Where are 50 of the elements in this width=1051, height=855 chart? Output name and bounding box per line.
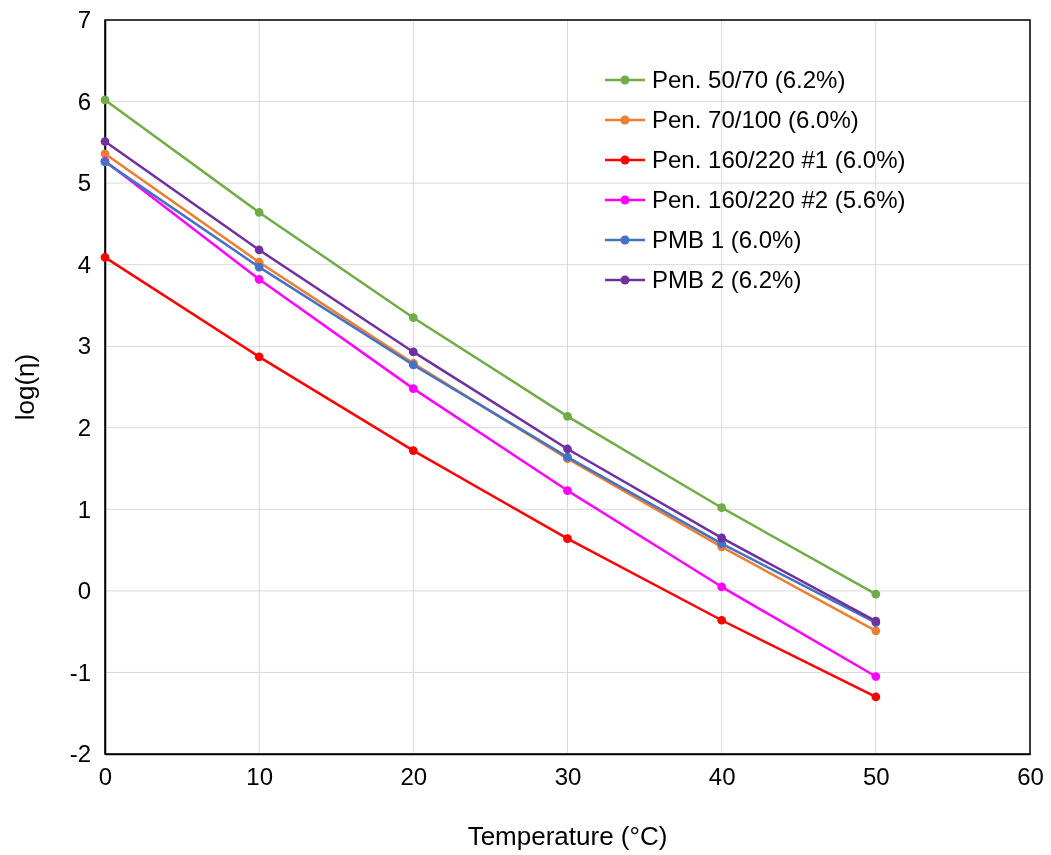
x-tick-label: 0 (98, 763, 113, 791)
point (563, 486, 572, 495)
point (100, 95, 110, 105)
legend-label: Pen. 160/220 #1 (6.0%) (652, 146, 906, 174)
point (254, 262, 264, 272)
y-tick-label: 6 (77, 87, 91, 115)
point (254, 274, 264, 284)
y-tick-label: 2 (77, 413, 91, 441)
legend-label: PMB 1 (6.0%) (652, 226, 802, 254)
y-tick-label: -2 (69, 740, 91, 768)
point (100, 252, 110, 262)
point (408, 313, 418, 323)
point (254, 352, 264, 362)
point (563, 534, 572, 544)
point (871, 672, 881, 681)
x-tick-label: 10 (246, 763, 274, 791)
x-tick-label: 40 (708, 763, 736, 791)
x-axis-title: Temperature (°C) (467, 821, 668, 851)
point (871, 692, 881, 702)
point (408, 347, 418, 357)
legend-label: PMB 2 (6.2%) (652, 266, 802, 294)
point (871, 589, 881, 599)
x-tick-label: 60 (1017, 763, 1044, 791)
y-axis-title: log(η) (10, 353, 40, 421)
legend-label: Pen. 160/220 #2 (5.6%) (652, 186, 906, 214)
point (717, 582, 727, 592)
point (717, 615, 727, 625)
x-tick-label: 30 (554, 763, 582, 791)
point (100, 149, 110, 159)
y-tick-label: 5 (77, 169, 91, 197)
point (563, 444, 572, 454)
x-tick-label: 50 (862, 763, 890, 791)
y-tick-label: 0 (77, 577, 91, 605)
point (408, 384, 418, 393)
point (717, 503, 727, 513)
point (871, 626, 881, 636)
point (563, 412, 572, 421)
point (717, 533, 727, 543)
y-tick-label: 1 (77, 495, 91, 523)
point (254, 245, 264, 255)
legend-label: Pen. 50/70 (6.2%) (652, 66, 846, 94)
point (254, 208, 264, 217)
y-tick-label: -1 (69, 658, 91, 686)
point (100, 137, 110, 146)
x-tick-label: 20 (400, 763, 428, 791)
legend-label: Pen. 70/100 (6.0%) (652, 106, 859, 134)
y-tick-label: 3 (77, 332, 91, 360)
y-tick-label: 4 (77, 250, 91, 278)
point (408, 446, 418, 455)
y-tick-label: 7 (77, 6, 91, 34)
